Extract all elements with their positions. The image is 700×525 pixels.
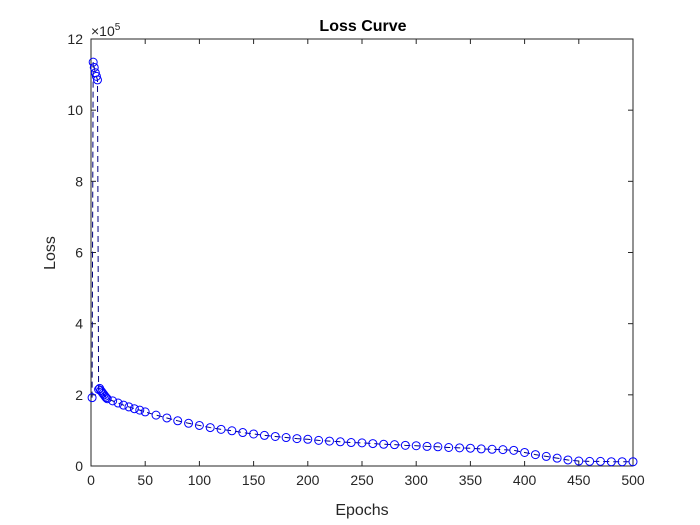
x-axis-label: Epochs	[335, 502, 388, 519]
data-point	[292, 434, 302, 444]
data-point	[324, 436, 334, 446]
y-tick-label: 8	[75, 173, 83, 189]
data-point	[259, 430, 269, 440]
data-point	[216, 424, 226, 434]
data-point	[541, 451, 551, 461]
data-point	[628, 457, 638, 467]
data-point	[465, 443, 475, 453]
data-point	[100, 391, 110, 401]
data-point	[379, 439, 389, 449]
data-point	[585, 456, 595, 466]
data-point	[108, 396, 118, 406]
data-point	[574, 456, 584, 466]
data-point	[617, 457, 627, 467]
data-point	[606, 457, 616, 467]
data-point	[444, 443, 454, 452]
data-point	[400, 440, 410, 450]
data-point	[335, 437, 345, 447]
data-point	[91, 71, 101, 81]
data-point	[476, 444, 486, 454]
data-point	[238, 428, 248, 438]
y-tick-label: 0	[75, 458, 83, 474]
data-point	[89, 62, 99, 72]
y-axis-multiplier: ×105	[91, 22, 121, 39]
data-point	[151, 410, 161, 420]
y-axis-label: Loss	[42, 236, 59, 270]
data-point	[124, 402, 134, 412]
x-tick-label: 400	[513, 472, 537, 488]
data-point	[119, 400, 129, 410]
data-point	[113, 398, 123, 408]
series-line	[91, 62, 633, 463]
x-tick-label: 450	[567, 472, 591, 488]
x-tick-label: 100	[188, 472, 212, 488]
data-point	[411, 441, 421, 451]
x-tick-label: 350	[459, 472, 483, 488]
data-point	[88, 57, 98, 67]
data-point	[303, 434, 313, 444]
x-tick-label: 200	[296, 472, 320, 488]
data-point	[487, 444, 497, 454]
data-point	[595, 456, 605, 466]
x-tick-label: 300	[405, 472, 429, 488]
data-point	[162, 413, 172, 423]
chart-title: Loss Curve	[319, 18, 406, 35]
data-point	[270, 431, 280, 441]
data-point	[173, 416, 183, 426]
data-point	[205, 423, 215, 433]
y-tick-label: 10	[67, 102, 83, 118]
data-point	[357, 438, 367, 448]
y-tick-label: 4	[75, 316, 83, 332]
svg-text:×105: ×105	[91, 22, 121, 39]
data-point	[433, 442, 443, 452]
data-point	[498, 445, 508, 455]
data-point	[102, 394, 112, 404]
data-point	[455, 443, 465, 453]
data-point	[194, 420, 204, 430]
x-tick-label: 500	[621, 472, 645, 488]
data-point	[184, 418, 194, 428]
data-point	[563, 455, 573, 465]
data-point	[346, 438, 356, 448]
x-tick-label: 0	[87, 472, 95, 488]
x-tick-label: 250	[350, 472, 374, 488]
data-point	[281, 433, 291, 443]
data-point	[227, 426, 237, 436]
y-tick-label: 12	[67, 31, 83, 47]
data-point	[314, 435, 324, 445]
y-tick-label: 2	[75, 387, 83, 403]
data-point	[140, 407, 150, 417]
data-point	[390, 440, 400, 450]
data-point	[93, 75, 102, 85]
y-tick-label: 6	[75, 245, 83, 261]
data-point	[422, 441, 432, 451]
data-point	[520, 447, 530, 457]
data-point	[368, 439, 378, 449]
data-point	[509, 445, 519, 455]
x-tick-label: 50	[137, 472, 153, 488]
data-point	[87, 393, 97, 403]
data-point	[530, 450, 540, 460]
data-point	[249, 429, 259, 439]
data-point	[135, 405, 145, 415]
data-point	[552, 453, 562, 463]
x-tick-label: 150	[242, 472, 266, 488]
data-point	[129, 404, 139, 414]
plot-area	[90, 38, 634, 467]
